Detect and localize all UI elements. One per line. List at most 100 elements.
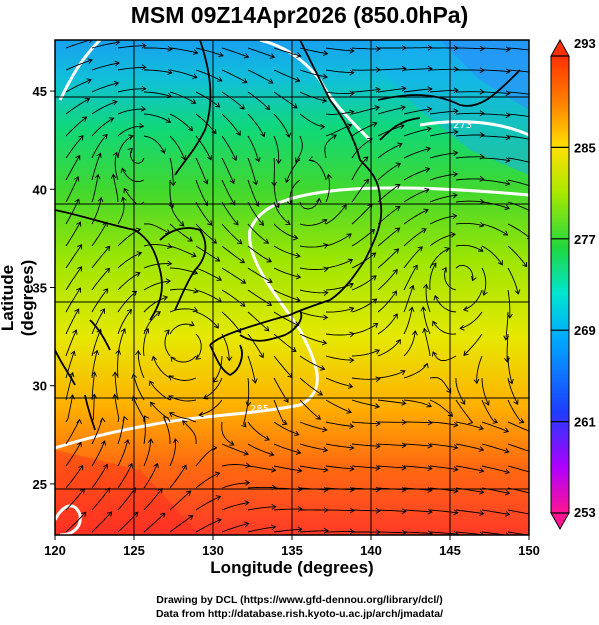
streamline-arrowhead xyxy=(462,306,469,312)
streamline-arrowhead xyxy=(505,134,511,141)
streamline xyxy=(169,464,187,489)
streamline xyxy=(403,265,418,291)
streamline xyxy=(221,267,246,284)
streamline xyxy=(273,528,302,533)
streamline xyxy=(143,328,149,357)
streamline-arrowhead xyxy=(424,166,431,173)
streamline-arrowhead xyxy=(397,142,403,148)
streamline xyxy=(481,531,509,535)
streamline-arrowhead xyxy=(322,73,328,80)
streamline-arrowhead xyxy=(453,466,459,472)
streamline-arrowhead xyxy=(140,105,147,112)
streamline xyxy=(195,447,217,467)
streamline xyxy=(247,506,276,511)
streamline-arrowhead xyxy=(531,137,535,142)
streamline xyxy=(403,487,432,491)
streamline xyxy=(195,518,222,533)
streamline xyxy=(507,465,529,473)
streamline-arrowhead xyxy=(446,388,452,394)
streamline xyxy=(221,443,249,455)
streamline-arrowhead xyxy=(427,508,433,515)
streamline xyxy=(481,245,503,266)
streamline-arrowhead xyxy=(545,287,549,292)
streamline-arrowhead xyxy=(81,511,87,517)
x-axis-ticks: 120 125 130 135 140 145 150 xyxy=(44,535,540,558)
streamline xyxy=(247,201,264,226)
streamline xyxy=(247,465,276,471)
streamline-arrowhead xyxy=(78,135,84,141)
streamline-arrowhead xyxy=(136,251,143,257)
streamline-arrowhead xyxy=(292,103,298,109)
streamline xyxy=(377,509,407,512)
streamline-arrowhead xyxy=(420,306,427,312)
streamline xyxy=(459,311,483,329)
streamline xyxy=(221,333,230,361)
streamline xyxy=(481,377,490,406)
streamline xyxy=(429,509,458,514)
streamline-arrowhead xyxy=(482,290,488,296)
streamline xyxy=(247,486,277,489)
streamline xyxy=(65,79,92,93)
streamline-arrowhead xyxy=(375,465,381,471)
streamline xyxy=(91,288,109,313)
streamline xyxy=(403,465,432,470)
streamline-arrowhead xyxy=(231,155,238,161)
streamline xyxy=(247,157,257,185)
streamline-arrowhead xyxy=(127,462,134,469)
streamline-arrowhead xyxy=(427,65,433,72)
y-tick-label: 35 xyxy=(33,281,47,296)
streamline-arrowhead xyxy=(452,171,459,178)
streamline xyxy=(247,135,260,162)
credit-data: Data from http://database.rish.kyoto-u.a… xyxy=(155,608,444,620)
streamline xyxy=(65,116,87,137)
streamline xyxy=(117,66,146,71)
streamline-arrowhead xyxy=(346,233,352,239)
colorbar-tick-label: 285 xyxy=(574,140,596,155)
streamline-arrowhead xyxy=(70,350,76,356)
streamline xyxy=(221,69,248,84)
streamline xyxy=(169,47,198,54)
streamline xyxy=(117,309,132,335)
streamline-arrowhead xyxy=(285,219,291,225)
streamline-arrowhead xyxy=(479,45,485,52)
streamline xyxy=(481,267,487,296)
streamline-arrowhead xyxy=(112,371,118,377)
streamline-arrowhead xyxy=(260,131,266,138)
streamline-arrowhead xyxy=(120,167,127,174)
streamline-arrowhead xyxy=(504,357,510,363)
streamline-arrowhead xyxy=(168,412,175,418)
streamline-arrowhead xyxy=(102,221,108,227)
streamline xyxy=(91,329,102,357)
streamline-arrowhead xyxy=(74,308,80,314)
x-tick-label: 135 xyxy=(281,543,303,558)
streamline xyxy=(273,377,289,403)
streamline xyxy=(273,47,301,57)
streamline xyxy=(299,219,327,226)
streamline xyxy=(170,355,197,363)
streamline-arrowhead xyxy=(189,321,195,327)
streamline xyxy=(481,69,511,73)
streamline-arrowhead xyxy=(212,445,218,451)
streamline xyxy=(377,370,406,379)
streamline-arrowhead xyxy=(135,227,142,234)
streamline xyxy=(455,222,484,227)
streamline-arrowhead xyxy=(323,486,329,493)
streamline-arrowhead xyxy=(478,467,485,474)
streamline xyxy=(351,138,373,159)
streamline xyxy=(91,350,98,379)
streamline xyxy=(403,147,431,159)
streamline xyxy=(463,289,483,311)
streamline xyxy=(351,122,377,137)
streamline-arrowhead xyxy=(453,530,459,535)
colorbar-tick-label: 253 xyxy=(574,505,596,520)
streamline xyxy=(455,264,474,281)
streamline xyxy=(429,173,458,181)
streamline-arrowhead xyxy=(530,184,535,189)
streamline-arrowhead xyxy=(427,442,433,449)
streamline xyxy=(169,323,195,335)
streamline-arrowhead xyxy=(147,438,154,444)
streamline xyxy=(65,465,83,489)
streamline-arrowhead xyxy=(427,487,433,493)
streamline-arrowhead xyxy=(453,87,459,94)
streamline-arrowhead xyxy=(532,92,536,97)
